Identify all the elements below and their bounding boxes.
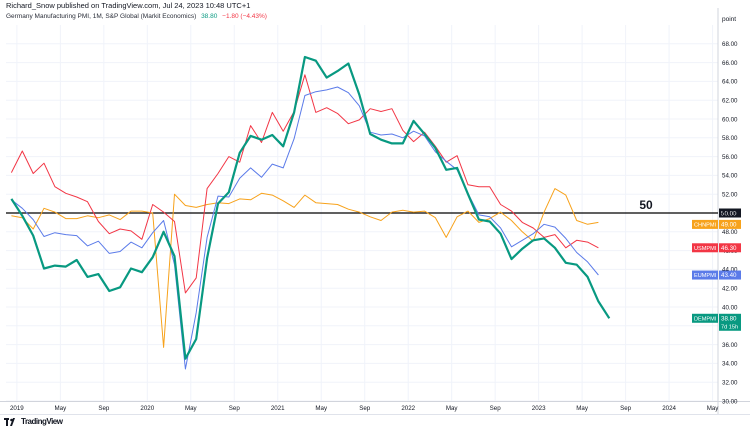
x-tick-label: May: [54, 405, 67, 412]
x-tick-label: 2024: [662, 405, 676, 412]
x-tick-label: May: [576, 405, 589, 412]
series-lines: [10, 55, 611, 370]
x-tick-label: 2019: [10, 405, 24, 412]
tag-series-name: EUMPMI: [694, 273, 717, 279]
x-tick-label: Sep: [359, 405, 371, 412]
tag-last-value: 49.00: [721, 222, 737, 229]
x-tick-label: Sep: [490, 405, 502, 412]
symbol-title: Germany Manufacturing PMI, 1M, S&P Globa…: [6, 13, 197, 20]
y-tick-label: 64.00: [722, 79, 738, 86]
tag-usmpmi[interactable]: USMPMI 46.30: [692, 243, 741, 253]
tradingview-logo-icon: [4, 417, 15, 426]
footer-brand[interactable]: TradingView: [4, 417, 63, 426]
series-line-eumpmi[interactable]: [11, 86, 599, 370]
tag-value-box: [719, 243, 741, 253]
x-tick-label: Sep: [620, 405, 632, 412]
y-tick-label: 36.00: [722, 342, 738, 349]
tag-value-box: [719, 270, 741, 280]
hline-scale-tag: [719, 208, 741, 218]
tag-countdown: 7d 15h: [721, 324, 738, 330]
tag-series-name: DEMPMI: [694, 316, 717, 322]
tag-dempmi[interactable]: DEMPMI 38.80 7d 15h: [692, 313, 741, 331]
tag-series-name: USMPMI: [694, 246, 717, 252]
tag-name-box: [692, 219, 718, 229]
last-value: 38.80: [201, 13, 218, 20]
hline-scale-value: 50.00: [721, 210, 737, 217]
x-tick-label: May: [446, 405, 459, 412]
tag-name-box: [692, 270, 718, 280]
x-axis-tick-labels: 2019 May Sep 2020 May Sep 2021 May Sep 2022 May Sep…: [10, 405, 719, 412]
y-tick-label: 56.00: [722, 154, 738, 161]
y-tick-label: 66.00: [722, 60, 738, 67]
y-tick-label: 54.00: [722, 173, 738, 180]
y-tick-label: 48.00: [722, 229, 738, 236]
x-tick-label: 2021: [271, 405, 285, 412]
x-tick-label: May: [707, 405, 720, 412]
series-last-value-tags: CHNPMI 49.00 USMPMI 46.30 EUMPMI 43.40 DEMPMI 3…: [692, 219, 741, 331]
y-tick-label: 32.00: [722, 380, 738, 387]
x-tick-label: Sep: [98, 405, 110, 412]
y-axis-tick-labels: 30.0032.0034.0036.0038.0040.0042.0044.00…: [722, 41, 738, 405]
series-line-chnpmi[interactable]: [11, 188, 599, 348]
x-tick-label: May: [315, 405, 328, 412]
tag-series-name: CHNPMI: [694, 223, 717, 229]
x-tick-label: Sep: [229, 405, 241, 412]
y-tick-label: 52.00: [722, 192, 738, 199]
footer-brand-label: TradingView: [21, 417, 63, 426]
x-tick-label: 2020: [140, 405, 154, 412]
x-tick-label: 2023: [532, 405, 546, 412]
y-tick-label: 60.00: [722, 116, 738, 123]
series-line-dempmi[interactable]: [10, 55, 611, 360]
y-tick-label: 30.00: [722, 398, 738, 405]
y-tick-label: 58.00: [722, 135, 738, 142]
x-tick-label: 2022: [401, 405, 415, 412]
symbol-legend[interactable]: Germany Manufacturing PMI, 1M, S&P Globa…: [6, 13, 267, 20]
tag-value-box: [719, 313, 741, 331]
change-value: −1.80 (−4.43%): [222, 13, 267, 20]
horizontal-line-label: 50: [639, 198, 653, 212]
publisher-line: Richard_Snow published on TradingView.co…: [6, 1, 251, 10]
tag-name-box: [692, 313, 718, 323]
chart-axes: [0, 8, 750, 415]
tag-last-value: 46.30: [721, 245, 737, 252]
price-scale-header[interactable]: point: [722, 16, 737, 23]
y-tick-label: 44.00: [722, 267, 738, 274]
tag-name-box: [692, 243, 718, 253]
y-tick-label: 68.00: [722, 41, 738, 48]
tag-eumpmi[interactable]: EUMPMI 43.40: [692, 270, 741, 280]
tag-chnpmi[interactable]: CHNPMI 49.00: [692, 219, 741, 229]
x-tick-label: May: [185, 405, 198, 412]
y-tick-label: 40.00: [722, 304, 738, 311]
y-tick-label: 50.00: [722, 210, 738, 217]
series-line-usmpmi[interactable]: [10, 74, 599, 294]
level-50-line[interactable]: 50 50.00: [6, 198, 741, 218]
tag-value-box: [719, 219, 741, 229]
y-tick-label: 34.00: [722, 361, 738, 368]
tag-last-value: 38.80: [721, 315, 737, 322]
y-tick-label: 62.00: [722, 98, 738, 105]
tag-last-value: 43.40: [721, 272, 737, 279]
y-tick-label: 42.00: [722, 286, 738, 293]
